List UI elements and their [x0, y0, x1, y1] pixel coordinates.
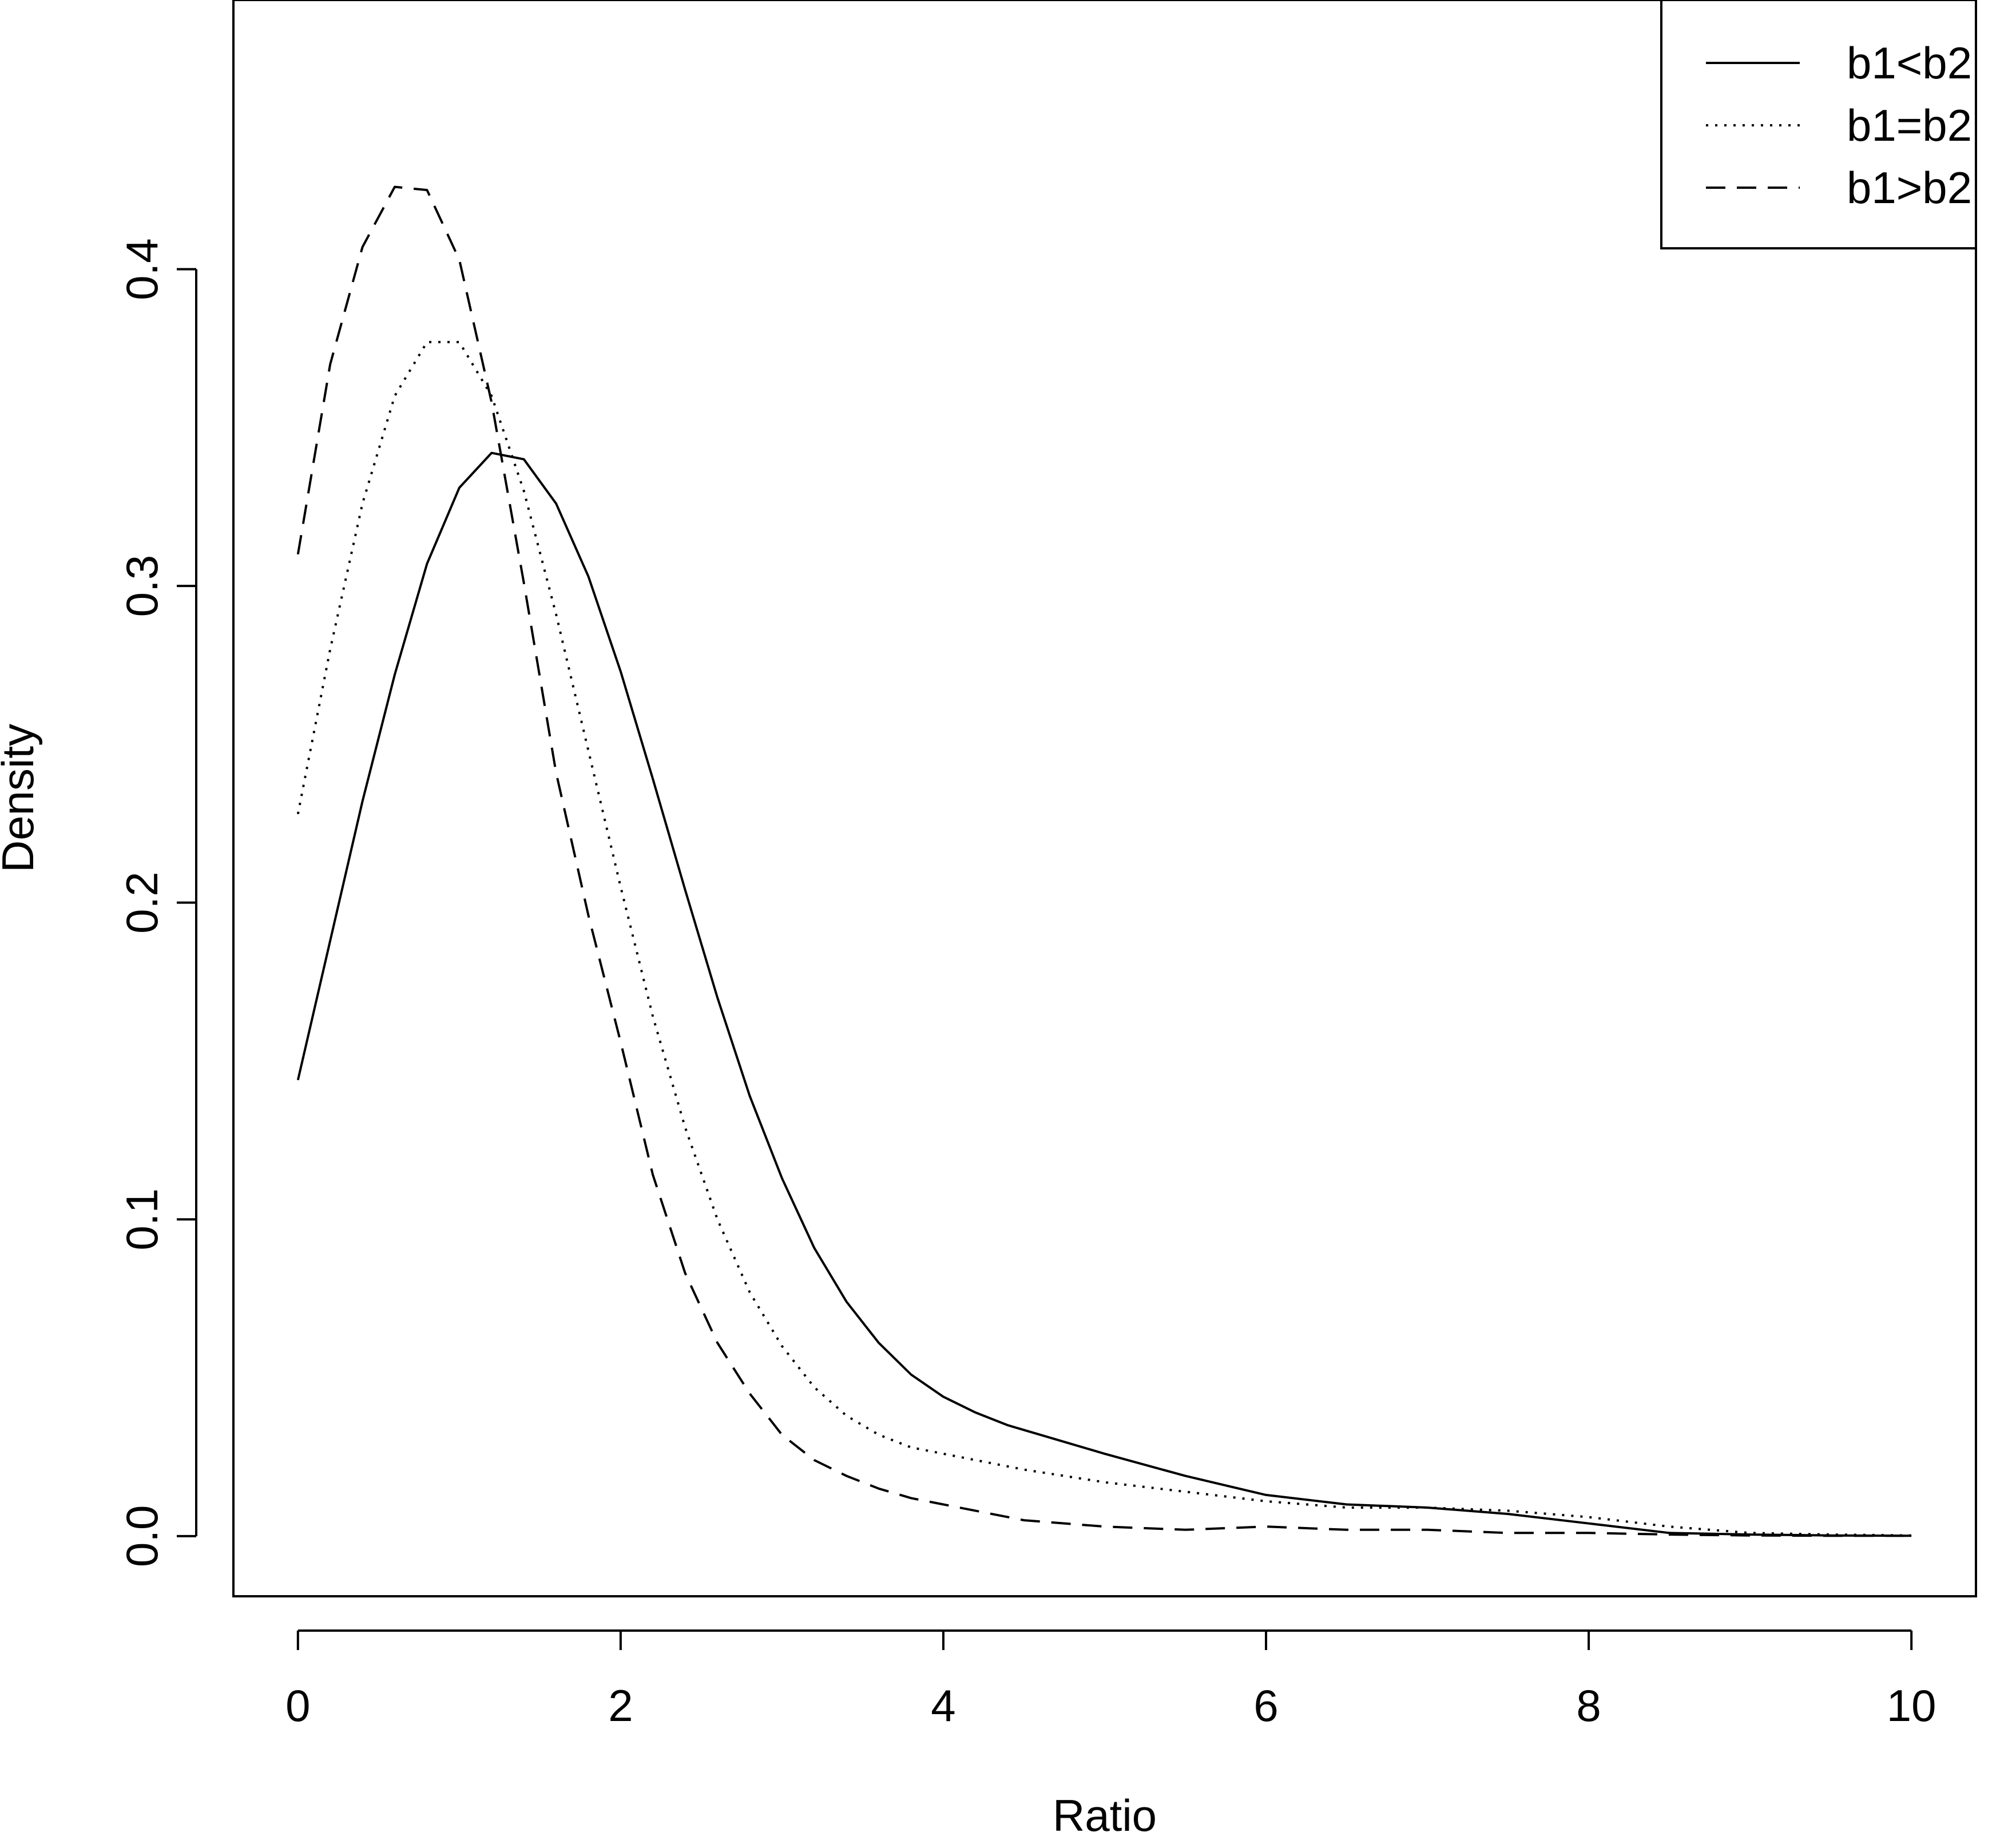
x-tick-label: 0 [285, 1680, 310, 1731]
series-line-dashed [296, 185, 1912, 1537]
x-axis-title: Ratio [1053, 1790, 1157, 1832]
legend-label-b1-lt-b2: b1<b2 [1847, 38, 1972, 88]
legend-label-b1-gt-b2: b1>b2 [1847, 162, 1972, 213]
x-tick-label: 4 [931, 1680, 955, 1731]
series-line-solid [296, 451, 1912, 1537]
y-tick-label: 0.1 [117, 1188, 167, 1250]
y-axis-title: Density [0, 724, 43, 873]
y-tick-label: 0.4 [117, 238, 167, 300]
series-layer [296, 185, 1912, 1537]
series-line-dotted [296, 340, 1912, 1537]
y-tick-label: 0.0 [117, 1505, 167, 1567]
x-tick-label: 6 [1253, 1680, 1278, 1731]
legend-box [1660, 0, 1977, 249]
x-tick-label: 8 [1576, 1680, 1601, 1731]
y-tick-label: 0.2 [117, 871, 167, 933]
x-tick-label: 10 [1887, 1680, 1936, 1731]
plot-frame [232, 0, 1977, 1597]
x-tick-label: 2 [608, 1680, 633, 1731]
x-axis: 0 2 4 6 8 10 [285, 1629, 1936, 1731]
legend: b1<b2 b1=b2 b1>b2 [1660, 0, 1977, 249]
legend-label-b1-eq-b2: b1=b2 [1847, 100, 1972, 150]
y-tick-label: 0.3 [117, 555, 167, 617]
y-axis: 0.0 0.1 0.2 0.3 0.4 [117, 238, 197, 1567]
